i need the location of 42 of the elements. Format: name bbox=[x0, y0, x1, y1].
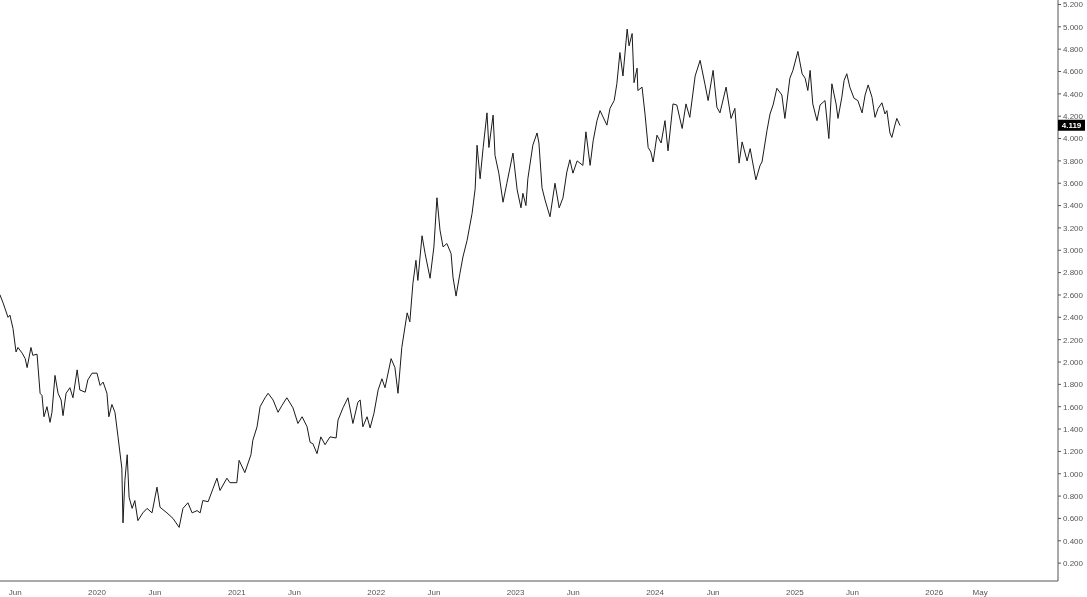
y-tick-label: 3.400 bbox=[1063, 201, 1084, 211]
y-tick-label: 0.400 bbox=[1063, 536, 1084, 546]
y-tick-label: 3.800 bbox=[1063, 156, 1084, 166]
y-tick-label: 1.600 bbox=[1063, 402, 1084, 412]
y-tick-label: 1.800 bbox=[1063, 380, 1084, 390]
y-tick-label: 3.000 bbox=[1063, 246, 1084, 256]
y-tick-label: 2.000 bbox=[1063, 357, 1084, 367]
y-tick-label: 2.400 bbox=[1063, 313, 1084, 323]
y-tick-label: 2.200 bbox=[1063, 335, 1084, 345]
y-tick-label: 1.200 bbox=[1063, 447, 1084, 457]
x-tick-label: 2026 bbox=[925, 587, 944, 597]
y-tick-label: 0.200 bbox=[1063, 558, 1084, 568]
x-tick-label: Jun bbox=[427, 587, 441, 597]
line-series bbox=[0, 28, 901, 528]
y-tick-label: 5.000 bbox=[1063, 22, 1084, 32]
x-tick-label: 2022 bbox=[367, 587, 386, 597]
x-tick-label: Jun bbox=[846, 587, 859, 597]
x-tick-label: 2020 bbox=[88, 587, 107, 597]
y-tick-label: 1.400 bbox=[1063, 424, 1084, 434]
y-tick-label: 3.600 bbox=[1063, 179, 1084, 189]
x-tick-label: Jun bbox=[288, 587, 301, 597]
x-tick-label: 2024 bbox=[646, 587, 665, 597]
y-tick-label: 4.000 bbox=[1063, 134, 1084, 144]
y-tick-label: 2.800 bbox=[1063, 268, 1084, 278]
y-tick-label: 1.000 bbox=[1063, 469, 1084, 479]
y-tick-label: 4.600 bbox=[1063, 67, 1084, 77]
x-tick-label: Jun bbox=[566, 587, 580, 597]
y-tick-label: 5.200 bbox=[1063, 0, 1084, 10]
x-tick-label: 2021 bbox=[227, 587, 247, 597]
y-tick-label: 2.600 bbox=[1063, 290, 1084, 300]
x-tick-label: Jun bbox=[148, 587, 162, 597]
y-tick-label: 4.800 bbox=[1063, 45, 1084, 54]
y-tick-label: 4.200 bbox=[1063, 112, 1084, 122]
y-tick-label: 0.600 bbox=[1063, 514, 1084, 524]
x-tick-label: 2025 bbox=[785, 587, 805, 597]
x-tick-label: Jun bbox=[706, 587, 720, 597]
x-tick-label: Jun bbox=[8, 587, 22, 597]
x-tick-label: May bbox=[972, 587, 988, 597]
y-tick-label: 3.200 bbox=[1063, 223, 1084, 233]
y-tick-label: 0.800 bbox=[1063, 491, 1084, 501]
y-tick-label: 4.400 bbox=[1063, 89, 1084, 99]
x-tick-label: 2023 bbox=[506, 587, 526, 597]
